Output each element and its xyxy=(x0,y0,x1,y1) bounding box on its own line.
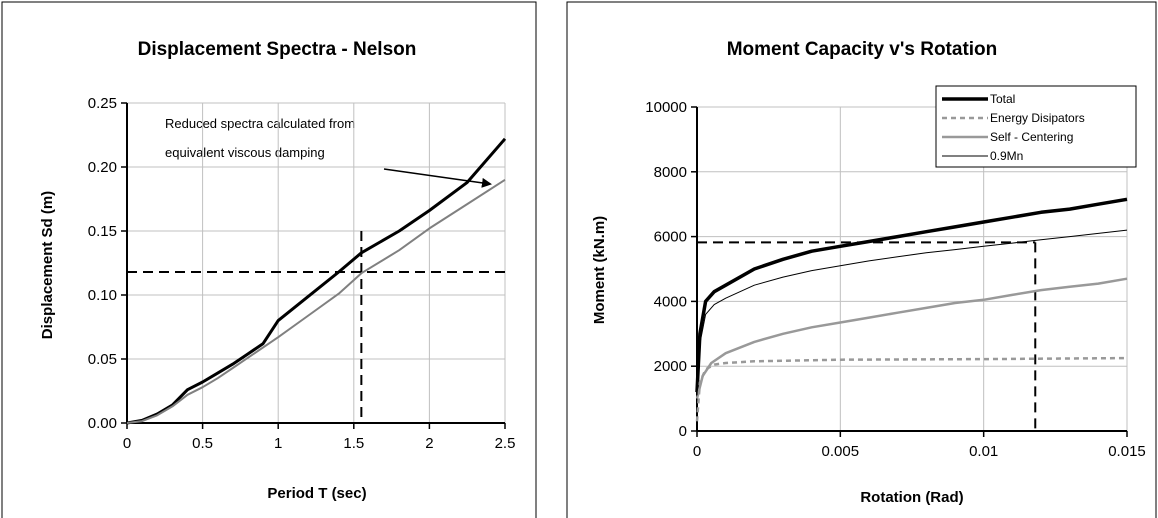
chart-1-plot: 0 0.5 1 1.5 2 2.5 0.00 0.05 0.10 0.15 0.20 0.25 xyxy=(88,95,516,452)
y-tick-label: 0 xyxy=(679,423,687,440)
y-tick-label: 0.00 xyxy=(88,415,117,432)
y-tick-label: 0.25 xyxy=(88,95,117,112)
chart-1-xlabel: Period T (sec) xyxy=(267,485,366,502)
x-tick-label: 0 xyxy=(123,435,131,452)
x-tick-label: 1 xyxy=(274,435,282,452)
x-tick-label: 0.01 xyxy=(969,443,998,460)
y-tick-label: 0.10 xyxy=(88,287,117,304)
series-line-2 xyxy=(695,356,1128,422)
chart-1-ylabel: Displacement Sd (m) xyxy=(39,191,56,339)
x-tick-label: 1.5 xyxy=(343,435,364,452)
series-line-3 xyxy=(695,277,1128,399)
y-tick-label: 0.15 xyxy=(88,223,117,240)
y-tick-label: 4000 xyxy=(654,293,687,310)
y-tick-label: 0.05 xyxy=(88,351,117,368)
x-tick-label: 2.5 xyxy=(495,435,516,452)
series-line-4 xyxy=(696,229,1128,396)
series-line-1 xyxy=(126,137,507,425)
chart-2-plot: 0 0.005 0.01 0.015 0 2000 4000 6000 8000 10000 Tot… xyxy=(645,85,1146,460)
legend-label-1: Total xyxy=(990,92,1015,106)
chart-1-annotation-line-2: equivalent viscous damping xyxy=(165,145,325,160)
series-line-2 xyxy=(126,178,506,424)
x-tick-label: 0.015 xyxy=(1108,443,1146,460)
chart-2-xlabel: Rotation (Rad) xyxy=(860,489,963,506)
series-line-1 xyxy=(695,197,1128,393)
y-tick-label: 2000 xyxy=(654,358,687,375)
legend-label-4: 0.9Mn xyxy=(990,149,1023,163)
chart-1-title: Displacement Spectra - Nelson xyxy=(138,39,417,60)
legend-label-2: Energy Disipators xyxy=(990,111,1085,125)
x-tick-label: 0.005 xyxy=(822,443,860,460)
panel-1-frame xyxy=(1,1,537,518)
annotation-arrow xyxy=(383,168,492,188)
y-tick-label: 10000 xyxy=(645,99,687,116)
y-tick-label: 0.20 xyxy=(88,159,117,176)
chart-1-annotation-line-1: Reduced spectra calculated from xyxy=(165,116,355,131)
legend-label-3: Self - Centering xyxy=(990,130,1073,144)
x-tick-label: 2 xyxy=(425,435,433,452)
x-tick-label: 0 xyxy=(693,443,701,460)
y-tick-label: 8000 xyxy=(654,164,687,181)
chart-2-ylabel: Moment (kN.m) xyxy=(591,216,608,324)
y-tick-label: 6000 xyxy=(654,229,687,246)
chart-2-title: Moment Capacity v's Rotation xyxy=(727,39,998,60)
panel-2-frame xyxy=(566,1,1157,518)
x-tick-label: 0.5 xyxy=(192,435,213,452)
